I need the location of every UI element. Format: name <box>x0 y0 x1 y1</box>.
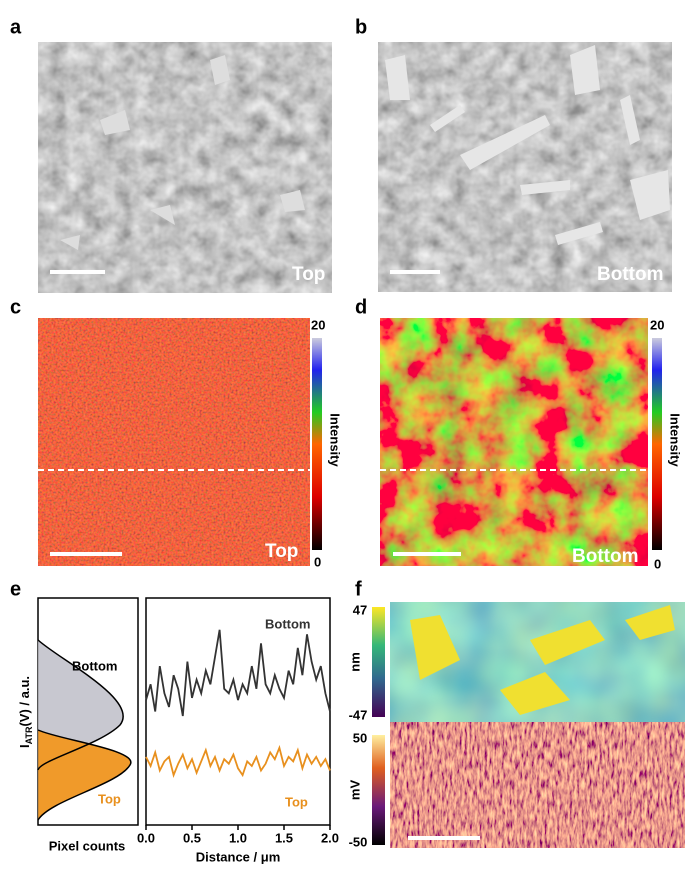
fit-curve <box>37 729 132 821</box>
colorbar-max: 20 <box>650 317 664 332</box>
image-tag: Bottom <box>597 264 663 285</box>
colorbar-max: 50 <box>353 730 367 745</box>
colorbar-min: 0 <box>314 554 321 569</box>
x-tick-label: 0.0 <box>137 830 155 845</box>
sem-image <box>378 42 672 292</box>
scale-bar <box>390 270 440 274</box>
image-tag: Bottom <box>572 546 638 567</box>
series-label: Top <box>285 794 308 809</box>
hist-label: Top <box>98 791 121 806</box>
x-tick-label: 2.0 <box>321 830 339 845</box>
colorbar-title: Intensity <box>328 413 343 467</box>
colorbar <box>372 607 385 717</box>
colorbar-unit: mV <box>347 780 362 801</box>
scale-bar <box>50 270 105 274</box>
scale-bar <box>50 552 122 556</box>
intensity-map <box>380 318 648 566</box>
y-label-main: I <box>17 744 32 748</box>
hist-x-label: Pixel counts <box>49 838 126 853</box>
colorbar <box>372 735 385 845</box>
colorbar-title: Intensity <box>668 413 683 467</box>
panel-label: d <box>355 296 367 318</box>
y-label-sub: ATR <box>24 726 34 744</box>
sem-image <box>38 42 332 293</box>
image-tag: Top <box>265 541 298 562</box>
colorbar-min: -47 <box>349 707 368 722</box>
panel-label: b <box>355 16 367 38</box>
crystals <box>60 55 305 250</box>
colorbar-unit: nm <box>347 652 362 672</box>
scale-bar <box>408 836 480 840</box>
x-tick-label: 1.5 <box>275 830 293 845</box>
y-axis-label: IATR(V) / a.u. <box>17 676 34 748</box>
x-tick-label: 1.0 <box>229 830 247 845</box>
x-axis-label: Distance / μm <box>196 849 281 864</box>
y-label-rest: (V) / a.u. <box>17 676 32 727</box>
x-tick-label: 0.5 <box>183 830 201 845</box>
panel-label: e <box>10 578 21 600</box>
grains <box>410 605 675 715</box>
hist-label: Bottom <box>72 658 118 673</box>
series-label: Bottom <box>265 616 311 631</box>
line-series <box>145 744 331 778</box>
colorbar-min: -50 <box>349 834 368 849</box>
plot-frame <box>145 597 331 826</box>
line-plot: 0.0 0.5 1.0 1.5 2.0 Bottom Top <box>137 616 339 845</box>
colorbar <box>652 338 662 550</box>
image-tag: Top <box>292 264 325 285</box>
panel-label: f <box>355 578 362 600</box>
panel-label: c <box>10 296 21 318</box>
scale-bar <box>393 552 461 556</box>
colorbar-max: 20 <box>311 317 325 332</box>
colorbar-min: 0 <box>654 556 661 571</box>
colorbar-max: 47 <box>353 602 367 617</box>
crystals <box>385 45 670 245</box>
potential-map <box>390 722 685 848</box>
colorbar <box>312 338 322 550</box>
fit-curve <box>37 639 124 771</box>
line-series <box>145 629 331 717</box>
panel-label: a <box>10 16 22 38</box>
intensity-map <box>38 318 310 566</box>
